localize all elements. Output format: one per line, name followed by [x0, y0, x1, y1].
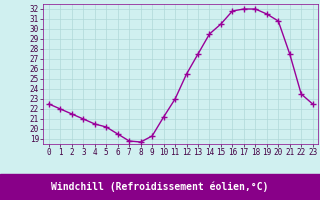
Text: Windchill (Refroidissement éolien,°C): Windchill (Refroidissement éolien,°C): [51, 182, 269, 192]
